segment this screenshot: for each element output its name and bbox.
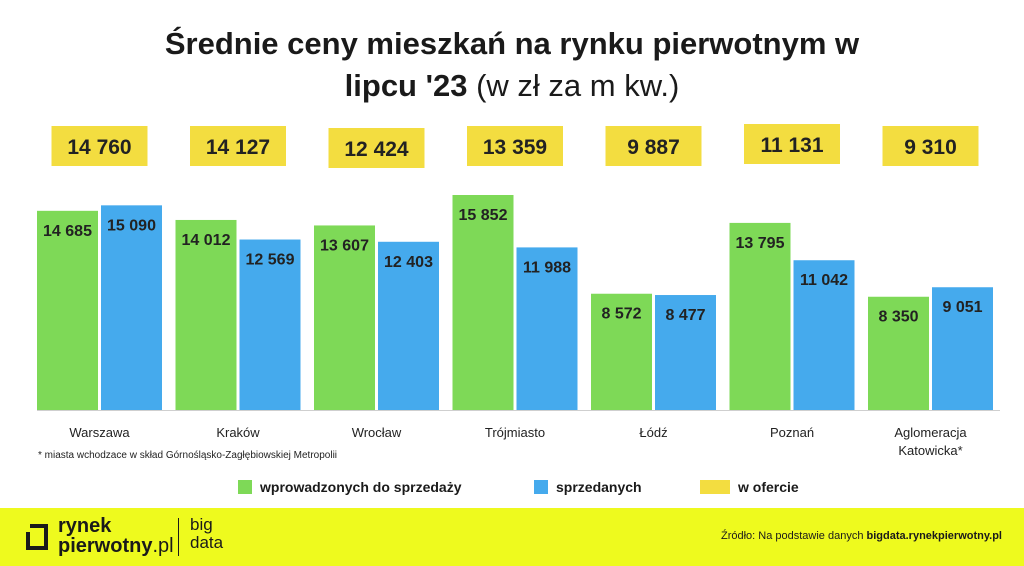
data-label-w-ofercie: 9 887 bbox=[627, 136, 680, 159]
x-tick-label: Aglomeracja bbox=[894, 425, 967, 440]
footnote: * miasta wchodzace w skład Górnośląsko-Z… bbox=[38, 450, 338, 461]
legend-swatch-green bbox=[238, 480, 252, 494]
footer-bar: rynek pierwotny.pl big data Źródło: Na p… bbox=[0, 508, 1024, 566]
bar-blue bbox=[101, 205, 162, 410]
x-tick-label: Poznań bbox=[770, 425, 814, 440]
bar-green bbox=[591, 293, 652, 410]
data-label-w-ofercie: 11 131 bbox=[760, 134, 823, 157]
bar-blue bbox=[516, 247, 578, 410]
chart-title-month: lipcu '23 bbox=[344, 68, 468, 103]
chart-title-unit: (w zł za m kw.) bbox=[476, 68, 680, 103]
bar-blue bbox=[793, 260, 855, 410]
box-w-ofercie bbox=[882, 126, 979, 166]
box-w-ofercie bbox=[328, 128, 425, 168]
bar-green bbox=[175, 219, 237, 410]
data-label-green: 14 012 bbox=[182, 232, 231, 249]
x-tick-label: Łódź bbox=[639, 425, 667, 440]
data-label-green: 15 852 bbox=[459, 207, 508, 224]
x-tick-label: Warszawa bbox=[69, 425, 130, 440]
chart-title-line1: Średnie ceny mieszkań na rynku pierwotny… bbox=[164, 26, 860, 61]
logo-divider bbox=[178, 518, 179, 556]
data-label-green: 13 607 bbox=[320, 237, 369, 254]
legend-label-yellow: w ofercie bbox=[738, 479, 799, 495]
x-tick-label: Wrocław bbox=[352, 425, 402, 440]
data-label-blue: 11 042 bbox=[800, 272, 848, 289]
bar-blue bbox=[239, 239, 301, 410]
data-label-green: 13 795 bbox=[736, 235, 785, 252]
box-w-ofercie bbox=[605, 126, 702, 166]
x-tick-label: Kraków bbox=[216, 425, 260, 440]
legend-swatch-yellow bbox=[700, 480, 730, 494]
box-w-ofercie bbox=[744, 124, 840, 164]
source-link: bigdata.rynekpierwotny.pl bbox=[866, 530, 1003, 542]
legend-item-yellow: w ofercie bbox=[700, 478, 799, 496]
legend-label-blue: sprzedanych bbox=[556, 479, 642, 495]
bar-green bbox=[729, 222, 791, 410]
bar-chart: 14 685 15 090 14 760 Warszawa 14 012 12 569 14… bbox=[37, 124, 1000, 458]
source-note: Źródło: Na podstawie danych bigdata.ryne… bbox=[721, 530, 1002, 542]
legend-swatch-blue bbox=[534, 480, 548, 494]
logo-line1: rynek bbox=[58, 515, 112, 537]
bar-blue bbox=[378, 241, 439, 410]
box-w-ofercie bbox=[51, 126, 148, 166]
bigdata-line1: big bbox=[190, 515, 213, 534]
x-tick-label: Trójmiasto bbox=[485, 425, 545, 440]
data-label-blue: 8 477 bbox=[665, 307, 705, 324]
rynekpierwotny-logo-icon bbox=[26, 524, 48, 550]
bigdata-logo: big data bbox=[190, 516, 223, 552]
x-tick-label: Katowicka* bbox=[898, 443, 962, 458]
bigdata-line2: data bbox=[190, 533, 224, 552]
logo-line2: pierwotny bbox=[58, 535, 153, 557]
bar-blue bbox=[655, 295, 716, 410]
bar-blue bbox=[932, 287, 993, 410]
legend-label-green: wprowadzonych do sprzedaży bbox=[260, 479, 462, 495]
chart-title-line2: lipcu '23 (w zł za m kw.) bbox=[0, 66, 1024, 106]
data-label-w-ofercie: 14 760 bbox=[67, 136, 131, 159]
bar-green bbox=[452, 195, 514, 410]
bar-green bbox=[868, 296, 929, 410]
data-label-blue: 11 988 bbox=[523, 259, 571, 276]
source-prefix: Źródło: Na podstawie danych bbox=[720, 530, 864, 542]
data-label-blue: 12 403 bbox=[384, 254, 433, 271]
data-label-blue: 9 051 bbox=[942, 299, 982, 316]
data-label-green: 8 572 bbox=[601, 306, 641, 323]
data-label-green: 8 350 bbox=[878, 309, 918, 326]
box-w-ofercie bbox=[467, 126, 563, 166]
data-label-w-ofercie: 9 310 bbox=[904, 136, 957, 159]
bar-green bbox=[314, 225, 375, 410]
box-w-ofercie bbox=[190, 126, 286, 166]
data-label-w-ofercie: 12 424 bbox=[344, 138, 409, 161]
data-label-blue: 12 569 bbox=[246, 252, 295, 269]
bar-green bbox=[37, 210, 98, 410]
data-label-w-ofercie: 14 127 bbox=[206, 136, 270, 159]
data-label-w-ofercie: 13 359 bbox=[483, 136, 547, 159]
rynekpierwotny-logo: rynek pierwotny.pl bbox=[58, 516, 174, 556]
legend-item-blue: sprzedanych bbox=[534, 478, 642, 496]
legend-item-green: wprowadzonych do sprzedaży bbox=[238, 478, 461, 496]
data-label-green: 14 685 bbox=[43, 223, 92, 240]
data-label-blue: 15 090 bbox=[107, 217, 156, 234]
logo-line2-suffix: .pl bbox=[152, 535, 174, 557]
